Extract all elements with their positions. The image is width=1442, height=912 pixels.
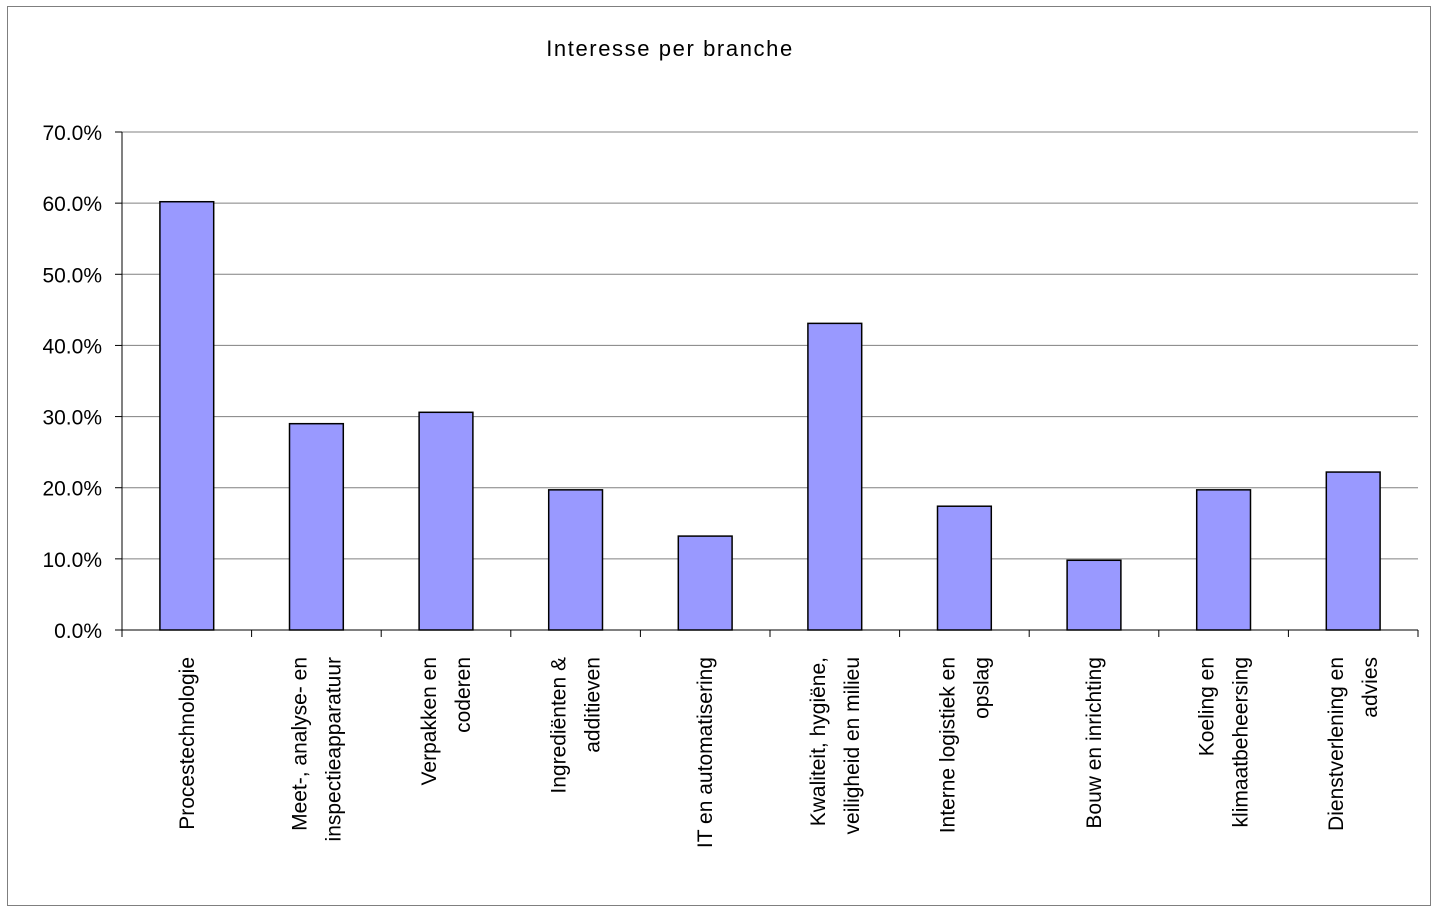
bar [1195, 489, 1252, 631]
bar [807, 322, 863, 631]
x-tick-label-line: Ingrediënten & [548, 657, 571, 794]
x-tick-labels: Procestechnologie Meet-, analyse- en inspe… [176, 657, 1382, 848]
x-tick-label: Kwaliteit, hygiëne, veiligheid en milieu [807, 657, 864, 834]
x-tick-label-line: opslag [970, 657, 993, 719]
y-tick-label: 70.0% [42, 122, 102, 145]
x-tick-label: Procestechnologie [176, 657, 199, 830]
x-tick-label-line: Koeling en [1196, 657, 1219, 756]
y-tick-label: 60.0% [42, 193, 102, 216]
x-tick-label-line: Verpakken en [418, 657, 441, 785]
x-tick-label-line: Dienstverlening en [1325, 657, 1348, 831]
chart-frame [7, 6, 1431, 906]
bar [159, 200, 215, 631]
x-tick-label-line: inspectieapparatuur [322, 657, 345, 841]
bar [677, 535, 733, 631]
x-tick-label: Ingrediënten & additieven [548, 657, 605, 794]
x-tick-label-line: veiligheid en milieu [841, 657, 864, 834]
chart-title: Interesse per branche [546, 36, 794, 61]
x-tick-label-line: IT en automatisering [694, 657, 717, 848]
x-tick-label: Interne logistiek en opslag [936, 657, 993, 833]
y-tick-label: 10.0% [42, 549, 102, 572]
x-tick-label: IT en automatisering [694, 657, 717, 848]
bar [1325, 471, 1381, 631]
x-tick-label-line: Bouw en inrichting [1083, 657, 1106, 829]
y-tick-label: 30.0% [42, 407, 102, 430]
y-tick-label: 40.0% [42, 335, 102, 358]
bar [1066, 559, 1122, 631]
x-tick-label: Meet-, analyse- en inspectieapparatuur [288, 657, 345, 841]
y-tick-label: 20.0% [42, 478, 102, 501]
bar [936, 505, 993, 631]
x-tick-label: Bouw en inrichting [1083, 657, 1106, 829]
x-tick-label: Dienstverlening en advies [1325, 657, 1382, 831]
x-tick-label-line: Interne logistiek en [936, 657, 959, 833]
x-tick-label-line: advies [1359, 657, 1382, 718]
x-tick-label: Verpakken en coderen [418, 657, 475, 785]
bar [418, 411, 474, 631]
x-tick-label-line: Meet-, analyse- en [288, 657, 311, 831]
bars [159, 200, 1381, 631]
x-tick-label-line: klimaatbeheersing [1230, 657, 1253, 827]
axes [115, 131, 1419, 637]
x-tick-label-line: coderen [452, 657, 475, 733]
bar [547, 489, 604, 631]
bar [288, 422, 345, 631]
x-tick-label: Koeling en klimaatbeheersing [1196, 657, 1253, 827]
x-tick-label-line: Kwaliteit, hygiëne, [807, 657, 830, 826]
y-tick-labels: 0.0% 10.0% 20.0% 30.0% 40.0% 50.0% 60.0% 70.0% [42, 122, 102, 643]
x-tick-label-line: additieven [582, 657, 605, 753]
y-tick-label: 0.0% [54, 620, 102, 643]
x-tick-label-line: Procestechnologie [176, 657, 199, 830]
y-tick-label: 50.0% [42, 264, 102, 287]
